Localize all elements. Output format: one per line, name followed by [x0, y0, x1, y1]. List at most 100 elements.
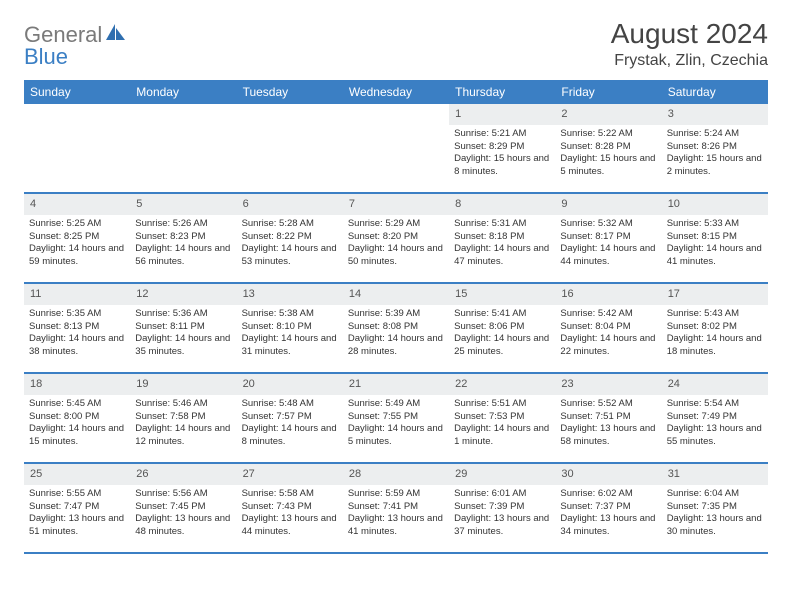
day-details: Sunrise: 5:59 AMSunset: 7:41 PMDaylight:… [343, 485, 449, 544]
day-number: 19 [130, 374, 236, 395]
day-cell: 21Sunrise: 5:49 AMSunset: 7:55 PMDayligh… [343, 374, 449, 462]
day-number: 5 [130, 194, 236, 215]
sunset-text: Sunset: 8:18 PM [454, 231, 550, 244]
daylight-text: Daylight: 14 hours and 35 minutes. [135, 333, 231, 359]
day-details: Sunrise: 5:26 AMSunset: 8:23 PMDaylight:… [130, 215, 236, 274]
day-details: Sunrise: 5:24 AMSunset: 8:26 PMDaylight:… [662, 125, 768, 184]
daylight-text: Daylight: 14 hours and 18 minutes. [667, 333, 763, 359]
day-cell: 10Sunrise: 5:33 AMSunset: 8:15 PMDayligh… [662, 194, 768, 282]
day-number: 7 [343, 194, 449, 215]
daylight-text: Daylight: 13 hours and 34 minutes. [560, 513, 656, 539]
brand-text-2-wrap: Blue [24, 44, 68, 70]
day-details: Sunrise: 5:45 AMSunset: 8:00 PMDaylight:… [24, 395, 130, 454]
daylight-text: Daylight: 14 hours and 38 minutes. [29, 333, 125, 359]
sunrise-text: Sunrise: 5:24 AM [667, 128, 763, 141]
day-details: Sunrise: 5:55 AMSunset: 7:47 PMDaylight:… [24, 485, 130, 544]
sunrise-text: Sunrise: 5:31 AM [454, 218, 550, 231]
weeks-container: 1Sunrise: 5:21 AMSunset: 8:29 PMDaylight… [24, 104, 768, 554]
daylight-text: Daylight: 15 hours and 5 minutes. [560, 153, 656, 179]
daylight-text: Daylight: 14 hours and 56 minutes. [135, 243, 231, 269]
day-cell: 4Sunrise: 5:25 AMSunset: 8:25 PMDaylight… [24, 194, 130, 282]
day-cell: 28Sunrise: 5:59 AMSunset: 7:41 PMDayligh… [343, 464, 449, 552]
day-details: Sunrise: 5:43 AMSunset: 8:02 PMDaylight:… [662, 305, 768, 364]
day-number: 26 [130, 464, 236, 485]
day-details: Sunrise: 6:01 AMSunset: 7:39 PMDaylight:… [449, 485, 555, 544]
sunrise-text: Sunrise: 5:54 AM [667, 398, 763, 411]
day-number: 8 [449, 194, 555, 215]
month-title: August 2024 [611, 18, 768, 50]
sunrise-text: Sunrise: 5:29 AM [348, 218, 444, 231]
daylight-text: Daylight: 13 hours and 37 minutes. [454, 513, 550, 539]
calendar: SundayMondayTuesdayWednesdayThursdayFrid… [24, 80, 768, 554]
sunrise-text: Sunrise: 5:42 AM [560, 308, 656, 321]
daylight-text: Daylight: 14 hours and 15 minutes. [29, 423, 125, 449]
day-number: 31 [662, 464, 768, 485]
sunrise-text: Sunrise: 6:02 AM [560, 488, 656, 501]
day-number: 4 [24, 194, 130, 215]
sunset-text: Sunset: 8:20 PM [348, 231, 444, 244]
day-cell: 14Sunrise: 5:39 AMSunset: 8:08 PMDayligh… [343, 284, 449, 372]
day-cell: 6Sunrise: 5:28 AMSunset: 8:22 PMDaylight… [237, 194, 343, 282]
sunset-text: Sunset: 8:28 PM [560, 141, 656, 154]
day-details: Sunrise: 5:35 AMSunset: 8:13 PMDaylight:… [24, 305, 130, 364]
sunset-text: Sunset: 8:23 PM [135, 231, 231, 244]
day-cell: 31Sunrise: 6:04 AMSunset: 7:35 PMDayligh… [662, 464, 768, 552]
day-details: Sunrise: 5:22 AMSunset: 8:28 PMDaylight:… [555, 125, 661, 184]
day-number [130, 104, 236, 110]
day-details: Sunrise: 5:21 AMSunset: 8:29 PMDaylight:… [449, 125, 555, 184]
day-header: Wednesday [343, 80, 449, 104]
daylight-text: Daylight: 13 hours and 41 minutes. [348, 513, 444, 539]
daylight-text: Daylight: 14 hours and 47 minutes. [454, 243, 550, 269]
sunrise-text: Sunrise: 5:52 AM [560, 398, 656, 411]
day-number [343, 104, 449, 110]
sunset-text: Sunset: 8:02 PM [667, 321, 763, 334]
day-cell: 1Sunrise: 5:21 AMSunset: 8:29 PMDaylight… [449, 104, 555, 192]
brand-text-2: Blue [24, 44, 68, 69]
day-cell: 27Sunrise: 5:58 AMSunset: 7:43 PMDayligh… [237, 464, 343, 552]
sunrise-text: Sunrise: 5:22 AM [560, 128, 656, 141]
day-cell: 5Sunrise: 5:26 AMSunset: 8:23 PMDaylight… [130, 194, 236, 282]
sunrise-text: Sunrise: 5:39 AM [348, 308, 444, 321]
day-cell: 7Sunrise: 5:29 AMSunset: 8:20 PMDaylight… [343, 194, 449, 282]
day-cell: 13Sunrise: 5:38 AMSunset: 8:10 PMDayligh… [237, 284, 343, 372]
day-number: 2 [555, 104, 661, 125]
day-cell: 15Sunrise: 5:41 AMSunset: 8:06 PMDayligh… [449, 284, 555, 372]
daylight-text: Daylight: 13 hours and 55 minutes. [667, 423, 763, 449]
sunset-text: Sunset: 8:11 PM [135, 321, 231, 334]
daylight-text: Daylight: 13 hours and 58 minutes. [560, 423, 656, 449]
day-cell: 16Sunrise: 5:42 AMSunset: 8:04 PMDayligh… [555, 284, 661, 372]
sunrise-text: Sunrise: 5:56 AM [135, 488, 231, 501]
location-text: Frystak, Zlin, Czechia [611, 52, 768, 70]
sunset-text: Sunset: 8:22 PM [242, 231, 338, 244]
day-details: Sunrise: 5:48 AMSunset: 7:57 PMDaylight:… [237, 395, 343, 454]
day-number: 21 [343, 374, 449, 395]
day-cell: 17Sunrise: 5:43 AMSunset: 8:02 PMDayligh… [662, 284, 768, 372]
sunrise-text: Sunrise: 5:55 AM [29, 488, 125, 501]
day-number: 24 [662, 374, 768, 395]
sunrise-text: Sunrise: 5:32 AM [560, 218, 656, 231]
sunset-text: Sunset: 7:47 PM [29, 501, 125, 514]
sunset-text: Sunset: 8:04 PM [560, 321, 656, 334]
daylight-text: Daylight: 14 hours and 41 minutes. [667, 243, 763, 269]
day-number: 17 [662, 284, 768, 305]
sunrise-text: Sunrise: 5:51 AM [454, 398, 550, 411]
daylight-text: Daylight: 14 hours and 12 minutes. [135, 423, 231, 449]
day-cell: 19 Sunrise: 5:46 AMSunset: 7:58 PMDayligh… [130, 374, 236, 462]
week-row: 11Sunrise: 5:35 AMSunset: 8:13 PMDayligh… [24, 284, 768, 374]
day-cell: 29Sunrise: 6:01 AMSunset: 7:39 PMDayligh… [449, 464, 555, 552]
sunrise-text: Sunrise: 5:25 AM [29, 218, 125, 231]
day-number: 14 [343, 284, 449, 305]
daylight-text: Daylight: 14 hours and 25 minutes. [454, 333, 550, 359]
day-number: 13 [237, 284, 343, 305]
day-details: Sunrise: 5:56 AMSunset: 7:45 PMDaylight:… [130, 485, 236, 544]
sunset-text: Sunset: 7:58 PM [135, 411, 231, 424]
daylight-text: Daylight: 13 hours and 51 minutes. [29, 513, 125, 539]
day-cell: 2Sunrise: 5:22 AMSunset: 8:28 PMDaylight… [555, 104, 661, 192]
sunset-text: Sunset: 7:39 PM [454, 501, 550, 514]
sunset-text: Sunset: 7:43 PM [242, 501, 338, 514]
day-details: Sunrise: 6:02 AMSunset: 7:37 PMDaylight:… [555, 485, 661, 544]
sunrise-text: Sunrise: 5:46 AM [135, 398, 231, 411]
day-cell: 30Sunrise: 6:02 AMSunset: 7:37 PMDayligh… [555, 464, 661, 552]
day-header: Friday [555, 80, 661, 104]
day-cell: 24Sunrise: 5:54 AMSunset: 7:49 PMDayligh… [662, 374, 768, 462]
